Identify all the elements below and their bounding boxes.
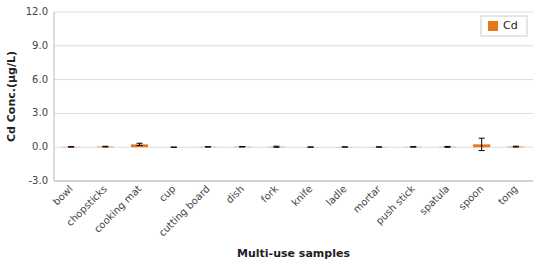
x-tick-label: tong — [496, 183, 520, 207]
legend-frame — [481, 16, 527, 36]
legend-swatch — [488, 21, 498, 31]
x-tick-label: dish — [224, 183, 246, 205]
y-axis-label: Cd Conc.(μg/L) — [5, 51, 18, 142]
error-bar — [376, 146, 382, 147]
x-tick-label: cup — [157, 183, 178, 204]
legend: Cd — [481, 16, 527, 36]
error-bar — [239, 146, 245, 147]
y-tick-label: 12.0 — [26, 6, 48, 17]
chart-container: -3.00.03.06.09.012.0bowlchopstickscookin… — [0, 0, 543, 261]
bar — [336, 146, 353, 147]
x-tick-label: spatula — [418, 183, 452, 217]
grid — [54, 12, 533, 181]
bar — [199, 146, 216, 147]
y-tick-label: 0.0 — [32, 141, 48, 152]
x-tick-label: ladle — [324, 183, 349, 208]
error-bar — [273, 146, 279, 147]
error-bar — [410, 146, 416, 147]
grid-line — [54, 113, 533, 114]
y-tick-label: 6.0 — [32, 74, 48, 85]
bar — [165, 147, 182, 148]
bar — [302, 147, 319, 148]
plot-area — [63, 138, 525, 150]
error-bar — [137, 143, 143, 145]
error-bar — [342, 146, 348, 147]
x-tick-label: cooking mat — [92, 183, 144, 235]
bar — [63, 146, 80, 147]
error-bar — [444, 146, 450, 148]
y-axis-line — [54, 12, 55, 181]
x-tick-label: bowl — [51, 183, 75, 207]
error-bar — [68, 146, 74, 147]
error-bar — [513, 146, 519, 148]
y-tick-label: 9.0 — [32, 40, 48, 51]
legend-label: Cd — [503, 19, 518, 32]
grid-line — [54, 147, 533, 148]
bar — [507, 146, 524, 148]
error-bar — [308, 146, 314, 147]
x-tick-label: cutting board — [157, 183, 212, 238]
x-tick-label: push stick — [374, 183, 418, 227]
bar — [97, 146, 114, 148]
x-axis-line — [54, 181, 533, 182]
bar — [439, 146, 456, 147]
error-bar — [171, 147, 177, 148]
chart-svg: -3.00.03.06.09.012.0bowlchopstickscookin… — [0, 0, 543, 261]
x-tick-label: mortar — [351, 182, 384, 215]
error-bar — [205, 146, 211, 147]
x-tick-label: fork — [259, 183, 281, 205]
x-tick-label: spoon — [456, 183, 485, 212]
error-bar — [102, 146, 108, 148]
x-axis-label: Multi-use samples — [237, 247, 350, 260]
y-tick-label: -3.0 — [28, 175, 48, 186]
error-bar — [479, 138, 485, 150]
grid-line — [54, 79, 533, 80]
grid-line — [54, 181, 533, 182]
bar — [268, 146, 285, 147]
y-tick-label: 3.0 — [32, 107, 48, 118]
x-tick-label: knife — [289, 183, 314, 208]
bar — [234, 146, 251, 147]
bar — [370, 146, 387, 147]
grid-line — [54, 45, 533, 46]
bar — [405, 146, 422, 147]
grid-line — [54, 12, 533, 13]
